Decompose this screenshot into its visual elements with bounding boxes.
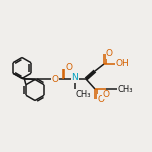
Text: OH: OH bbox=[116, 59, 130, 69]
Text: O: O bbox=[52, 74, 59, 83]
Text: O: O bbox=[102, 90, 109, 99]
Text: O: O bbox=[106, 50, 113, 59]
Text: CH₃: CH₃ bbox=[118, 85, 133, 93]
Text: N: N bbox=[72, 74, 78, 83]
Text: O: O bbox=[97, 95, 104, 104]
Text: O: O bbox=[66, 64, 73, 73]
Text: CH₃: CH₃ bbox=[76, 90, 92, 99]
